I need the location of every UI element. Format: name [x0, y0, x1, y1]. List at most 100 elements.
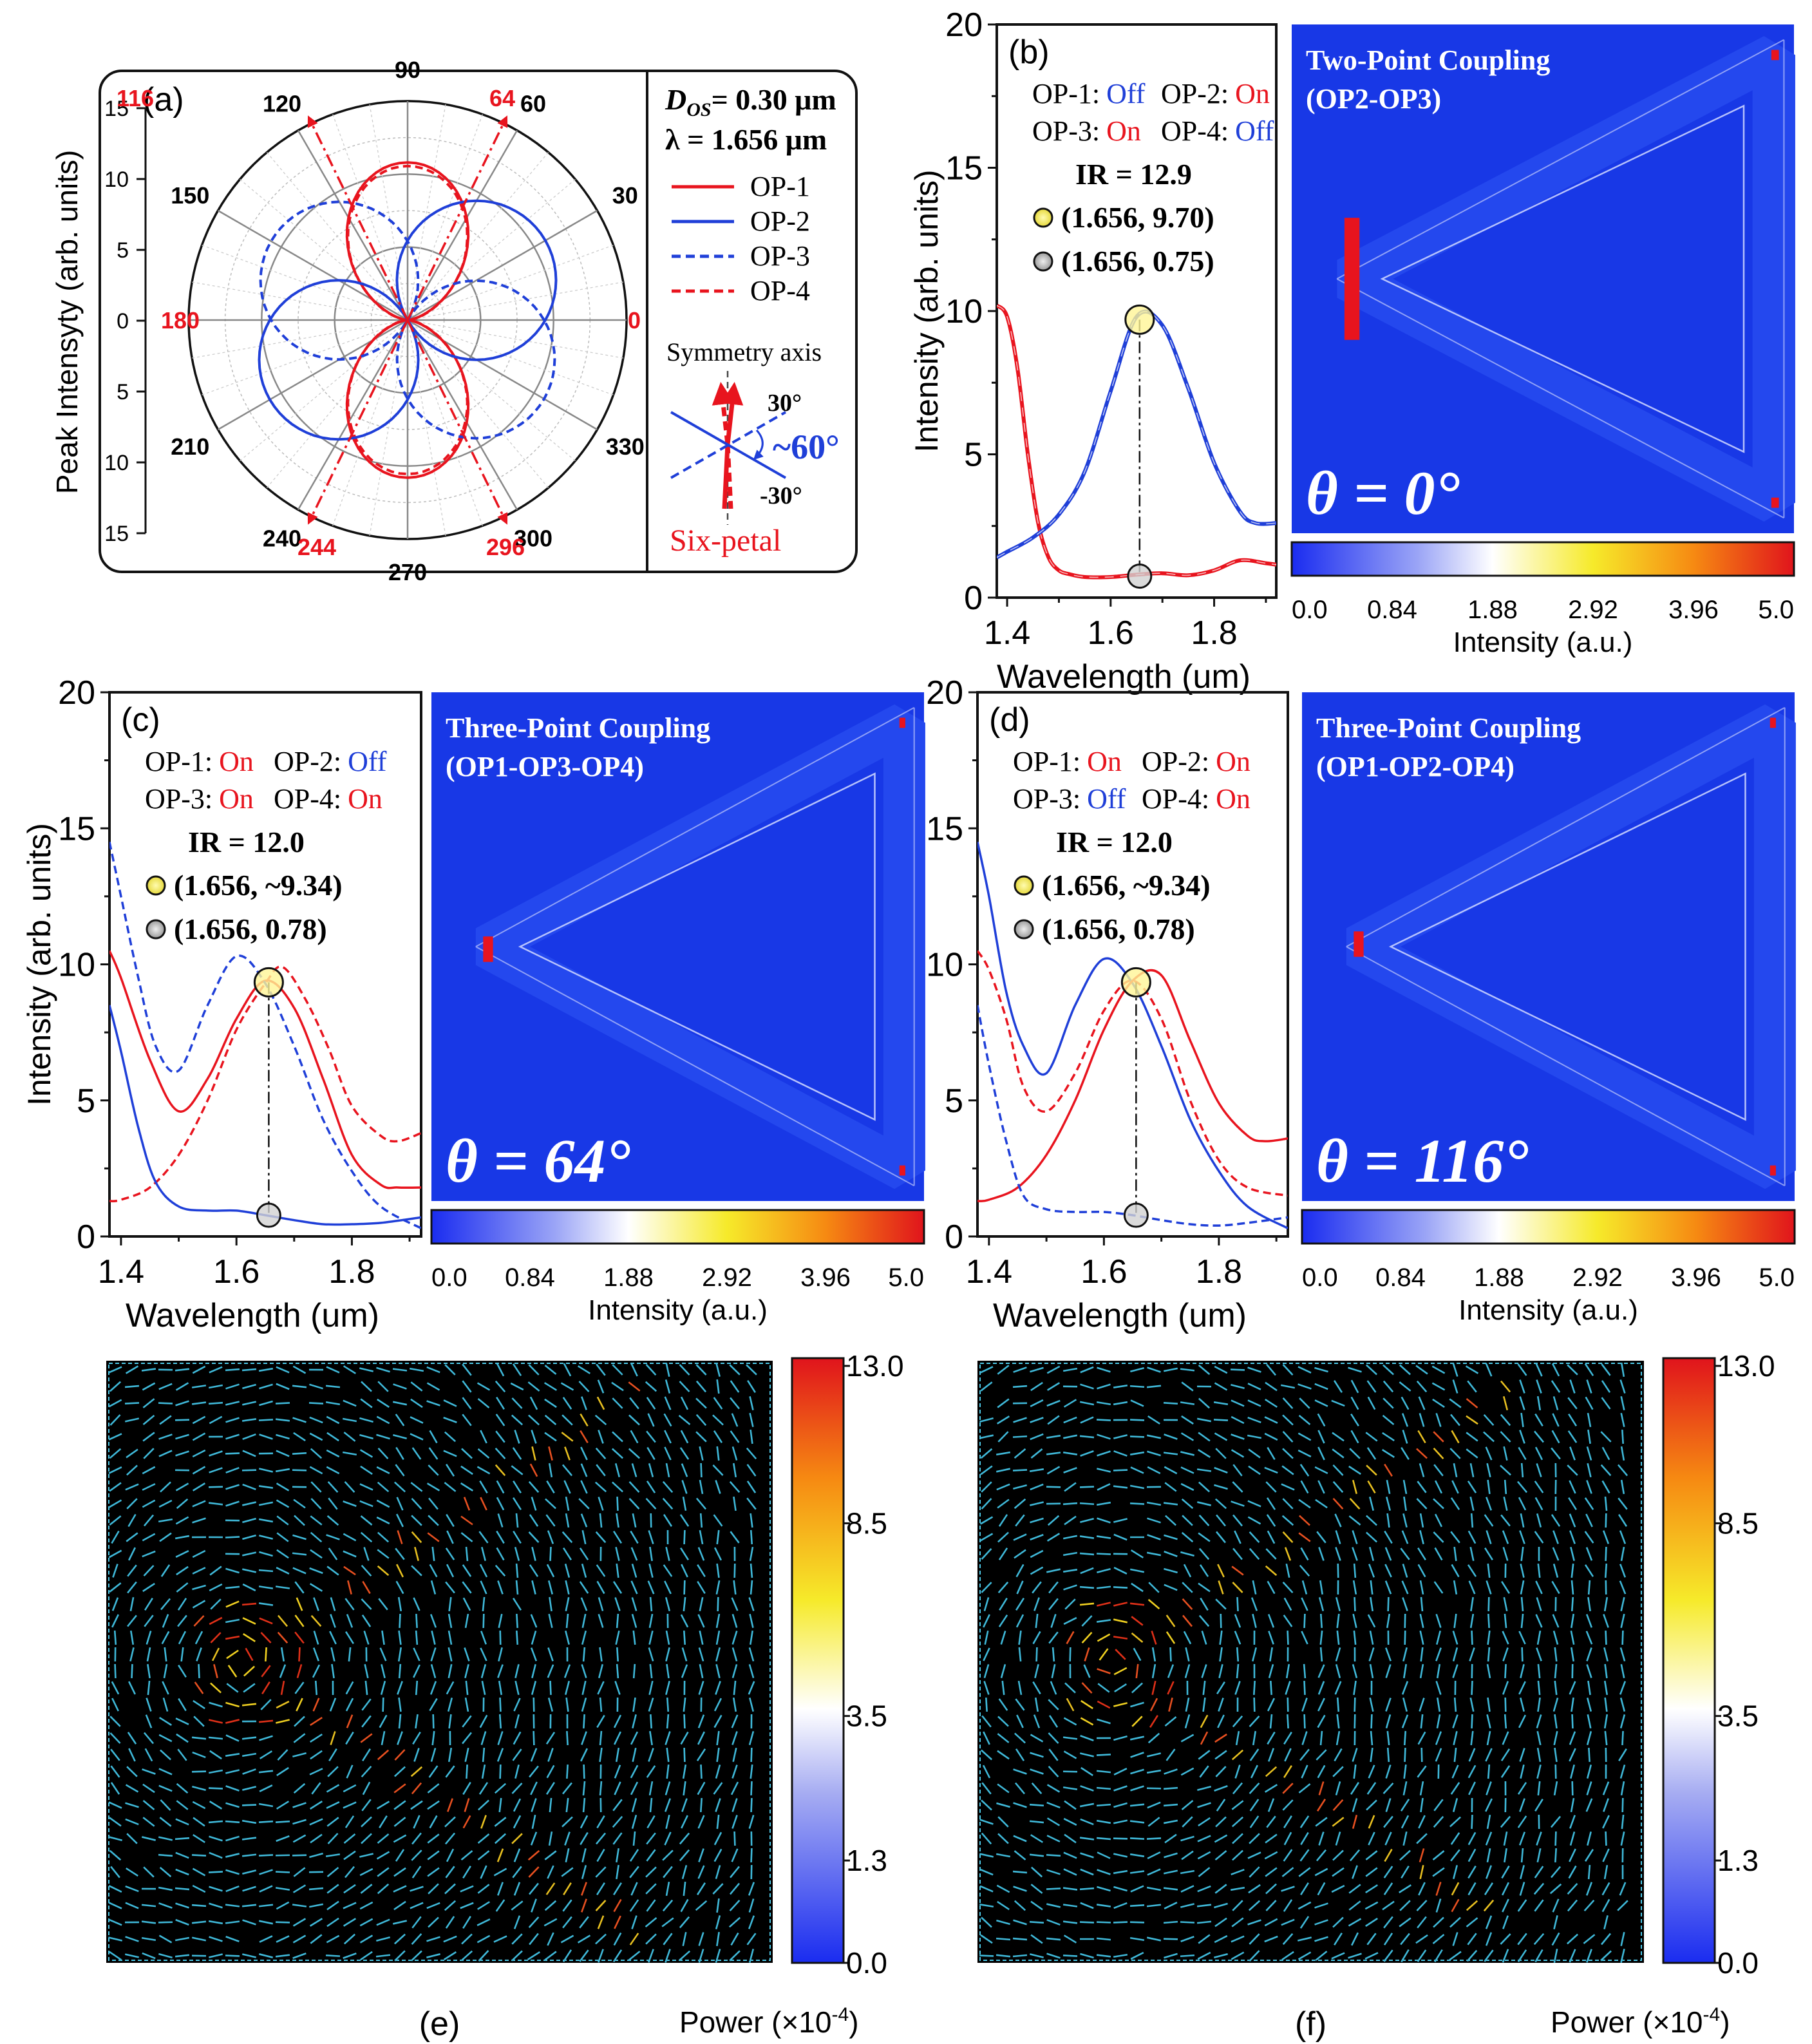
vector-arrow	[1319, 1630, 1323, 1645]
vector-arrow	[192, 1600, 206, 1609]
vector-arrow	[1500, 1748, 1511, 1761]
vector-arrow	[1369, 1630, 1374, 1645]
vector-arrow	[260, 1632, 272, 1643]
vector-arrow	[1518, 1681, 1526, 1695]
vector-arrow	[731, 1731, 738, 1745]
vector-arrow	[1062, 1887, 1078, 1891]
vector-arrow	[330, 1647, 335, 1662]
vector-arrow	[662, 1481, 674, 1493]
vector-arrow	[1485, 1748, 1493, 1762]
vector-arrow	[1062, 1502, 1078, 1506]
vector-arrow	[1046, 1486, 1061, 1488]
vector-arrow	[1151, 1631, 1157, 1645]
vector-arrow	[1030, 1834, 1044, 1843]
vector-arrow	[1401, 1413, 1409, 1427]
vector-arrow	[1383, 1397, 1394, 1409]
vector-arrow	[448, 1596, 452, 1612]
vector-arrow	[1399, 1884, 1411, 1893]
vector-arrow	[1164, 1551, 1178, 1557]
vector-arrow	[1471, 1714, 1473, 1729]
vector-arrow	[343, 1801, 357, 1809]
vector-arrow	[393, 1481, 406, 1493]
vector-arrow	[1034, 1697, 1039, 1712]
vector-arrow	[342, 1417, 357, 1423]
vector-arrow	[581, 1396, 587, 1410]
vector-arrow	[1449, 1398, 1462, 1408]
vector-arrow	[628, 1498, 640, 1509]
vector-arrow	[293, 1867, 306, 1877]
vector-arrow	[276, 1901, 290, 1910]
vector-arrow	[531, 1430, 537, 1444]
vector-arrow	[581, 1698, 587, 1712]
vector-arrow	[479, 1564, 488, 1578]
vector-arrow	[1604, 1697, 1608, 1712]
vector-arrow	[309, 1416, 323, 1424]
angle-label: 30	[612, 182, 638, 209]
vector-arrow	[494, 1783, 507, 1794]
vector-arrow	[1500, 1380, 1511, 1393]
vector-arrow	[1485, 1932, 1493, 1946]
vector-arrow	[443, 1417, 457, 1423]
vector-arrow	[462, 1414, 472, 1426]
vector-arrow	[376, 1367, 390, 1373]
vector-arrow	[630, 1530, 639, 1544]
waveguide	[475, 704, 925, 1189]
vector-arrow	[1600, 1464, 1612, 1477]
vector-arrow	[275, 1954, 290, 1958]
vector-arrow	[695, 1380, 707, 1393]
vector-arrow	[513, 1731, 522, 1745]
vector-arrow	[997, 1431, 1009, 1443]
y-tick-label: 20	[926, 674, 963, 712]
vector-arrow	[1051, 1663, 1056, 1679]
vector-arrow	[1214, 1850, 1227, 1860]
vector-arrow	[142, 1432, 155, 1442]
vector-arrow	[1113, 1785, 1128, 1792]
vector-arrow	[478, 1531, 489, 1544]
vector-arrow	[1569, 1513, 1576, 1528]
vector-arrow	[394, 1950, 406, 1962]
vector-arrow	[225, 1500, 240, 1507]
vector-arrow	[979, 1366, 994, 1374]
vector-arrow	[1384, 1463, 1393, 1477]
vector-arrow	[209, 1835, 223, 1842]
vector-arrow	[1383, 1364, 1394, 1376]
vector-arrow	[1520, 1412, 1524, 1428]
series-0	[997, 303, 1276, 580]
vector-arrow	[1434, 1547, 1443, 1561]
vector-arrow	[1468, 1748, 1476, 1762]
vector-arrow	[1554, 1663, 1558, 1679]
vector-arrow	[700, 1462, 703, 1478]
vector-arrow	[127, 1513, 137, 1528]
vector-arrow	[1502, 1681, 1509, 1695]
vector-arrow	[1096, 1419, 1111, 1421]
vector-arrow	[310, 1531, 323, 1543]
vector-arrow	[127, 1732, 137, 1745]
vector-arrow	[1034, 1664, 1039, 1678]
vector-arrow	[328, 1497, 338, 1510]
vector-arrow	[1551, 1363, 1560, 1377]
vector-arrow	[1046, 1382, 1061, 1391]
vector-arrow	[682, 1931, 687, 1947]
vector-arrow	[158, 1853, 173, 1857]
vector-arrow	[326, 1884, 339, 1894]
vector-arrow	[1420, 1647, 1424, 1662]
vector-arrow	[1332, 1481, 1344, 1493]
vector-arrow	[1198, 1817, 1211, 1827]
vector-arrow	[1553, 1781, 1558, 1796]
vector-arrow	[1586, 1765, 1592, 1779]
vector-arrow	[1231, 1415, 1245, 1424]
vector-arrow	[1232, 1782, 1243, 1795]
vector-arrow	[145, 1714, 153, 1728]
vector-arrow	[1584, 1497, 1594, 1510]
vector-arrow	[225, 1734, 240, 1742]
vector-arrow	[1451, 1564, 1460, 1578]
vector-arrow	[1050, 1614, 1057, 1628]
vector-arrow	[382, 1697, 384, 1712]
vector-arrow	[343, 1933, 356, 1945]
vector-arrow	[1180, 1903, 1194, 1908]
vector-arrow	[1469, 1546, 1475, 1562]
vector-arrow	[114, 1663, 117, 1679]
vector-arrow	[377, 1749, 390, 1761]
vector-arrow	[361, 1748, 372, 1761]
vector-arrow	[158, 1383, 173, 1390]
